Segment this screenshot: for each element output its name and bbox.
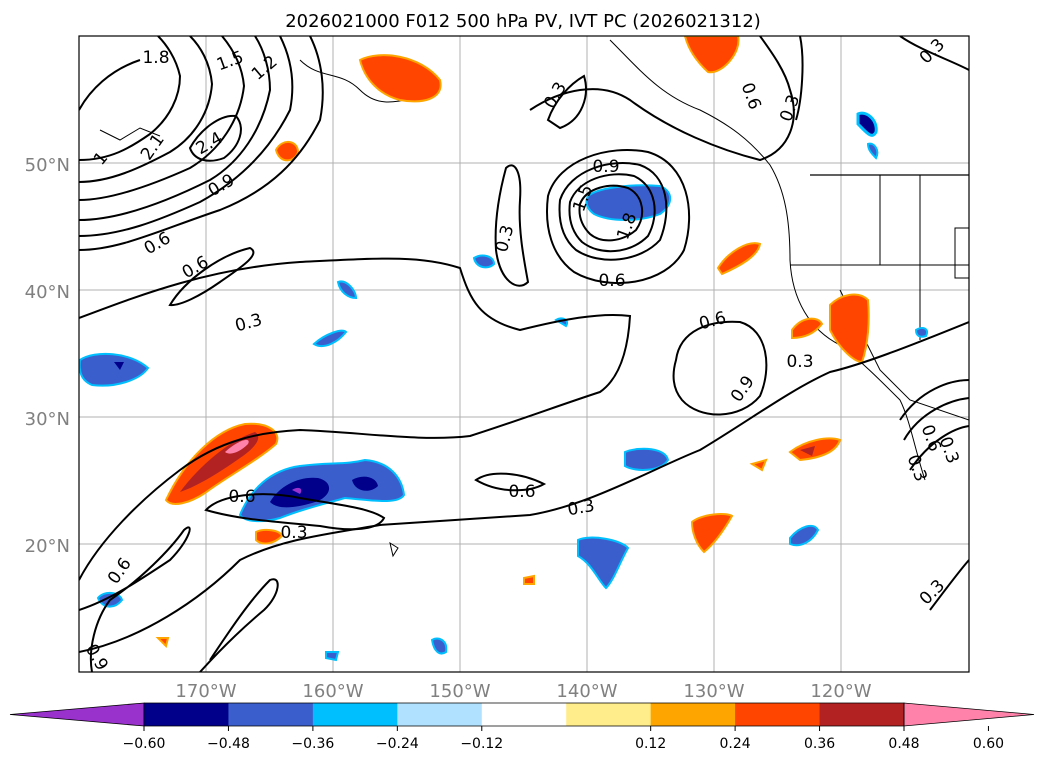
contour-gulf <box>529 36 795 162</box>
contour-label: 0.3 <box>280 523 307 543</box>
colorbar-cell <box>819 703 905 726</box>
contour-north-1.2 <box>79 36 246 201</box>
colorbar-extend-high <box>903 702 1035 727</box>
lat-label: 30°N <box>25 409 70 430</box>
contour-label: 1.8 <box>142 48 169 68</box>
patch-small-positive <box>274 141 300 162</box>
contour-0.3-mid <box>494 164 530 287</box>
colorbar-tick-label: 0.36 <box>804 736 835 752</box>
colorbar-tick-label: −0.12 <box>460 736 503 752</box>
colorbar-tick-label: −0.24 <box>376 736 419 752</box>
patch-west-negative <box>79 352 150 387</box>
pv-contours <box>79 36 969 672</box>
colorbar-cell <box>481 703 567 726</box>
contour-se-0.9 <box>899 379 969 421</box>
contour-0.3-south <box>79 321 969 653</box>
longitude-labels: 170°W 160°W 150°W 140°W 130°W 120°W <box>175 681 871 702</box>
contour-gulf-0.3 <box>546 74 587 130</box>
latitude-labels: 20°N 30°N 40°N 50°N <box>25 155 70 557</box>
colorbar-tick-label: 0.60 <box>973 736 1004 752</box>
contour-north-1.5 <box>79 36 214 183</box>
lat-label: 20°N <box>25 536 70 557</box>
lat-label: 40°N <box>25 282 70 303</box>
contour-label: 0.6 <box>228 487 255 507</box>
lon-label: 130°W <box>683 681 744 702</box>
lon-label: 150°W <box>429 681 490 702</box>
contour-se-0.3 <box>909 425 969 471</box>
map-title: 2026021000 F012 500 hPa PV, IVT PC (2026… <box>285 11 761 32</box>
colorbar-tick-label: −0.60 <box>123 736 166 752</box>
contour-north-2.4 <box>188 114 242 162</box>
colorbar-tick-label: 0.24 <box>720 736 751 752</box>
map-background <box>79 36 969 672</box>
map-frame <box>78 35 970 673</box>
colorbar-tick-label: 0.48 <box>888 736 919 752</box>
contour-north-0.3 <box>79 36 324 251</box>
lon-label: 120°W <box>810 681 871 702</box>
lon-label: 160°W <box>302 681 363 702</box>
gridlines <box>79 36 969 672</box>
map-panel: 1.8 1.5 1.2 1 2.1 2.4 0.9 0.6 0.6 0.3 0.… <box>78 35 970 673</box>
colorbar-extend-low <box>9 702 145 727</box>
contour-low-1 <box>558 162 668 261</box>
colorbar-tick-label: −0.36 <box>291 736 334 752</box>
patch-low-center-negative <box>585 184 672 221</box>
contour-north-0.3b <box>79 59 141 111</box>
contour-label: 0.6 <box>598 271 625 291</box>
colorbar-tick-label: 0.12 <box>635 736 666 752</box>
contour-west-0.6 <box>79 526 191 672</box>
lat-label: 50°N <box>25 155 70 176</box>
contour-label: 0.6 <box>508 482 535 502</box>
patch-coast-positives <box>155 242 870 648</box>
contour-0.6-ring <box>672 320 768 416</box>
colorbar: −0.60 −0.48 −0.36 −0.24 −0.12 0.12 0.24 0.36 0.4… <box>9 702 1035 752</box>
colorbar-cell <box>312 703 398 726</box>
patch-aleutian-positive <box>358 54 442 103</box>
colorbar-cell <box>735 703 821 726</box>
contour-label: 0.3 <box>566 496 596 520</box>
contour-0.6-south <box>204 493 386 531</box>
contour-label: 0.9 <box>592 157 619 177</box>
contour-north-1.8 <box>79 36 182 161</box>
patch-small-negatives <box>96 111 928 662</box>
contour-0.6-loop <box>168 246 255 307</box>
contour-low-4 <box>546 148 691 284</box>
colorbar-cell <box>397 703 483 726</box>
contour-mid-0.6 <box>199 578 279 672</box>
colorbar-cell <box>144 703 229 726</box>
contour-ne-0.3b <box>899 36 969 71</box>
contour-ne-0.3 <box>795 36 804 121</box>
patch-gulf-positive <box>683 36 740 74</box>
contour-north-0.6 <box>79 36 294 237</box>
colorbar-cell <box>566 703 652 726</box>
lon-label: 140°W <box>556 681 617 702</box>
contour-se-0.6 <box>903 397 969 441</box>
contour-low-2 <box>568 173 656 253</box>
lon-label: 170°W <box>175 681 236 702</box>
colorbar-cell <box>228 703 314 726</box>
contour-0.6-mid <box>474 472 547 492</box>
contour-label: 0.3 <box>786 352 813 372</box>
colorbar-cell <box>650 703 736 726</box>
contour-se-b <box>929 559 969 611</box>
patch-ar-positive <box>164 422 279 505</box>
colorbar-tick-label: −0.48 <box>207 736 250 752</box>
contour-0.3-main <box>79 257 632 581</box>
contour-low-3 <box>578 184 644 242</box>
contour-north-0.9 <box>79 36 272 221</box>
